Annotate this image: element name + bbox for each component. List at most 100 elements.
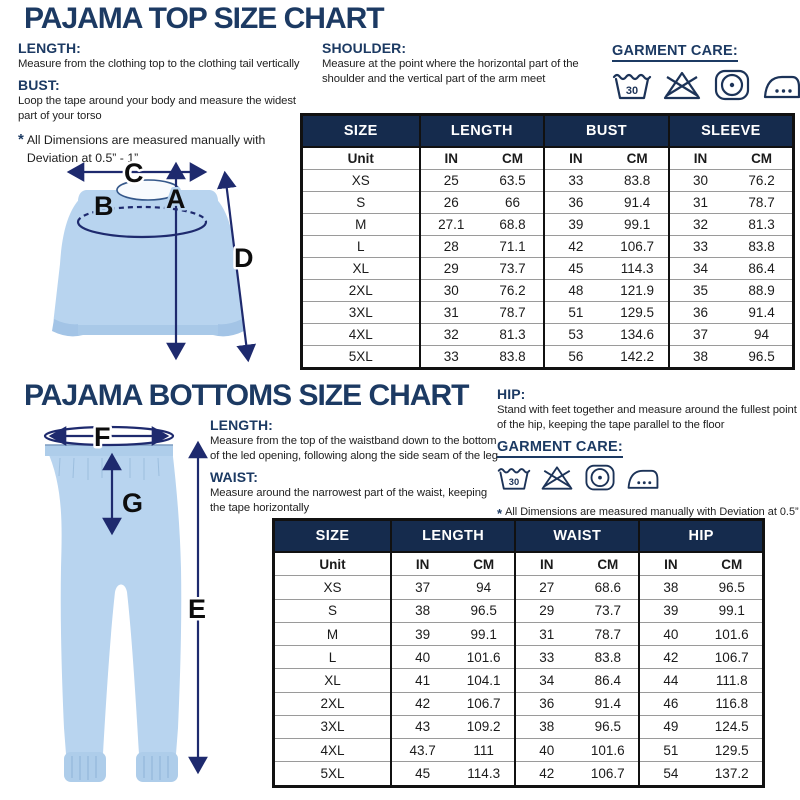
table-cell: S [273,598,392,623]
table-cell: 76.2 [481,278,545,302]
table-cell: 83.8 [481,344,545,369]
measurement-letters: C A B D [92,156,257,276]
table-cell: L [273,645,392,669]
table-cell: IN [667,146,732,170]
table-cell: 83.8 [606,169,669,192]
table-cell: 38 [514,714,578,739]
table-cell: 35 [667,278,732,302]
dimensions-note-text: All Dimensions are measured manually wit… [505,506,800,518]
bottoms-chart-title: PAJAMA BOTTOMS SIZE CHART [24,379,469,412]
size-row: 5XL 33 83.8 56 142.2 38 96.5 [301,344,794,369]
column-group-header: SLEEVE [667,114,794,148]
shoulder-instructions: SHOULDER: Measure at the point where the… [322,40,594,92]
table-cell: L [301,234,420,258]
table-cell: XS [301,169,420,192]
table-cell: 40 [514,737,578,762]
size-row: 3XL 31 78.7 51 129.5 36 91.4 [301,300,794,324]
table-cell: 51 [543,300,607,324]
hip-heading: HIP: [497,386,526,402]
table-cell: 66 [481,191,545,214]
table-cell: 39 [390,621,454,646]
size-row: XL 29 73.7 45 114.3 34 86.4 [301,256,794,280]
table-cell: 37 [390,575,454,600]
length-heading: LENGTH: [210,417,273,433]
table-cell: 31 [514,621,578,646]
table-cell: 45 [390,761,454,787]
table-cell: 44 [638,668,702,693]
length-description: Measure from the top of the waistband do… [210,435,498,462]
table-cell: 94 [731,322,794,346]
table-cell: 31 [667,191,732,214]
table-cell: 38 [390,598,454,623]
table-cell: 34 [514,668,578,693]
shoulder-heading: SHOULDER: [322,40,407,56]
table-cell: 81.3 [731,213,794,236]
table-cell: CM [481,146,545,170]
table-cell: CM [731,146,794,170]
label-D: D [234,243,254,273]
table-cell: 5XL [301,344,420,369]
top-garment-care: GARMENT CARE: 30 [612,42,800,106]
iron-icon [626,464,660,496]
table-cell: 116.8 [701,691,764,716]
table-cell: 106.7 [453,691,516,716]
unit-row: Unit IN CM IN CM IN CM [301,146,794,170]
table-cell: 96.5 [701,575,764,600]
table-cell: 29 [418,256,482,280]
table-cell: 27.1 [418,213,482,236]
wash-30-icon: 30 [612,69,652,106]
top-size-table: SIZE LENGTH BUST SLEEVE Unit IN CM IN CM IN CM XS 25… [300,113,795,370]
table-cell: 114.3 [606,256,669,280]
unit-row: Unit IN CM IN CM IN CM [273,551,764,576]
top-size-table-wrap: SIZE LENGTH BUST SLEEVE Unit IN CM IN CM IN CM XS 25… [300,113,795,370]
table-cell: 51 [638,737,702,762]
table-cell: 4XL [301,322,420,346]
column-group-header: LENGTH [390,519,516,553]
table-cell: 2XL [273,691,392,716]
table-cell: 106.7 [701,645,764,669]
table-cell: 33 [514,645,578,669]
table-cell: 101.6 [577,737,640,762]
table-cell: 99.1 [606,213,669,236]
table-cell: 56 [543,344,607,369]
tumble-dry-icon [712,69,752,106]
table-cell: 54 [638,761,702,787]
table-cell: 36 [667,300,732,324]
size-row: 2XL 30 76.2 48 121.9 35 88.9 [301,278,794,302]
bottoms-size-table-wrap: SIZE LENGTH WAIST HIP Unit IN CM IN CM IN CM XS 37 94… [272,518,765,788]
size-row: S 26 66 36 91.4 31 78.7 [301,191,794,214]
table-cell: CM [577,551,640,576]
table-cell: 86.4 [731,256,794,280]
table-cell: 68.8 [481,213,545,236]
svg-text:30: 30 [509,477,519,487]
table-cell: 42 [390,691,454,716]
column-group-header: LENGTH [418,114,545,148]
table-cell: 134.6 [606,322,669,346]
size-row: XS 37 94 27 68.6 38 96.5 [273,575,764,600]
table-cell: 42 [543,234,607,258]
garment-care-heading: GARMENT CARE: [497,439,623,458]
table-cell: 91.4 [606,191,669,214]
table-cell: 83.8 [731,234,794,258]
table-cell: IN [638,551,702,576]
size-row: 5XL 45 114.3 42 106.7 54 137.2 [273,761,764,787]
table-cell: 25 [418,169,482,192]
table-cell: 101.6 [453,645,516,669]
table-cell: 42 [514,761,578,787]
table-cell: 71.1 [481,234,545,258]
size-row: 3XL 43 109.2 38 96.5 49 124.5 [273,714,764,739]
table-cell: 73.7 [577,598,640,623]
table-cell: XL [301,256,420,280]
table-cell: M [301,213,420,236]
table-cell: IN [390,551,454,576]
asterisk-icon: * [497,506,503,521]
table-cell: IN [418,146,482,170]
table-cell: IN [514,551,578,576]
tumble-dry-icon [583,464,617,496]
table-cell: 38 [638,575,702,600]
table-cell: CM [453,551,516,576]
table-cell: 39 [543,213,607,236]
table-cell: 39 [638,598,702,623]
do-not-bleach-icon [662,69,702,106]
